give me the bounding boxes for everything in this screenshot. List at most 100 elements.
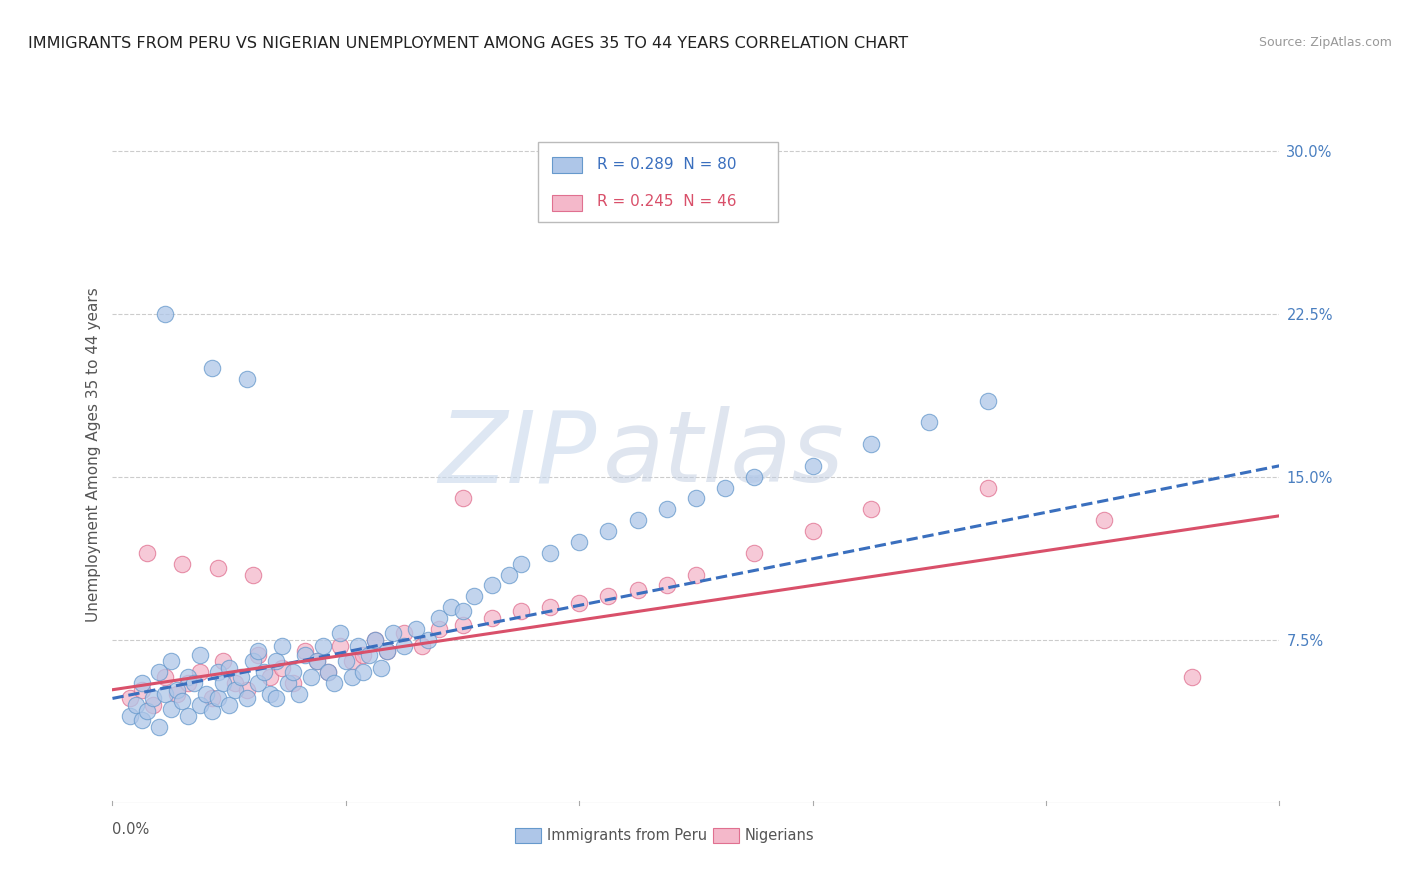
Point — [283, 676, 305, 690]
Point — [627, 513, 650, 527]
Bar — [553, 194, 582, 211]
Point — [685, 567, 707, 582]
Point — [218, 698, 240, 712]
Point — [598, 589, 620, 603]
Point — [375, 643, 398, 657]
Point — [172, 557, 194, 571]
Point — [160, 655, 183, 669]
Point — [118, 691, 141, 706]
Point — [172, 693, 194, 707]
Point — [860, 437, 883, 451]
Bar — [713, 828, 740, 843]
Point — [247, 648, 270, 662]
Point — [131, 682, 153, 697]
Point — [685, 491, 707, 506]
Point — [311, 639, 333, 653]
Point — [177, 708, 200, 723]
Text: atlas: atlas — [603, 407, 844, 503]
Point — [148, 665, 170, 680]
Point — [918, 415, 941, 429]
Point — [509, 605, 531, 619]
Point — [235, 682, 257, 697]
Point — [201, 360, 224, 375]
Point — [329, 626, 352, 640]
Point — [976, 481, 998, 495]
Point — [264, 655, 287, 669]
Point — [568, 534, 591, 549]
Point — [538, 600, 561, 615]
Point — [142, 698, 165, 712]
Point — [335, 655, 357, 669]
Point — [329, 639, 352, 653]
Point — [142, 691, 165, 706]
Point — [188, 698, 211, 712]
Point — [148, 720, 170, 734]
Point — [136, 546, 159, 560]
Point — [340, 670, 363, 684]
Point — [405, 622, 427, 636]
Point — [801, 524, 824, 538]
Point — [177, 670, 200, 684]
Point — [188, 665, 211, 680]
Bar — [515, 828, 541, 843]
Point — [598, 524, 620, 538]
Point — [201, 705, 224, 719]
Point — [131, 676, 153, 690]
Y-axis label: Unemployment Among Ages 35 to 44 years: Unemployment Among Ages 35 to 44 years — [86, 287, 101, 623]
Point — [451, 491, 474, 506]
Point — [346, 639, 368, 653]
Point — [207, 665, 229, 680]
Point — [153, 307, 176, 321]
Point — [801, 458, 824, 473]
Point — [188, 648, 211, 662]
Point — [394, 639, 416, 653]
Point — [177, 676, 200, 690]
Point — [160, 702, 183, 716]
Point — [463, 589, 485, 603]
Point — [364, 632, 387, 647]
Point — [153, 670, 176, 684]
Point — [183, 676, 205, 690]
Point — [427, 611, 450, 625]
Point — [370, 661, 392, 675]
Text: Source: ZipAtlas.com: Source: ZipAtlas.com — [1258, 36, 1392, 49]
Point — [247, 676, 270, 690]
Point — [276, 676, 298, 690]
Point — [860, 502, 883, 516]
Point — [394, 626, 416, 640]
Point — [253, 665, 276, 680]
Point — [352, 648, 374, 662]
Point — [655, 502, 678, 516]
Point — [305, 655, 328, 669]
Point — [229, 670, 252, 684]
Point — [340, 655, 363, 669]
Point — [294, 643, 316, 657]
Point — [323, 676, 346, 690]
Point — [742, 546, 765, 560]
Point — [1094, 513, 1116, 527]
Point — [440, 600, 463, 615]
Point — [270, 639, 292, 653]
Text: IMMIGRANTS FROM PERU VS NIGERIAN UNEMPLOYMENT AMONG AGES 35 TO 44 YEARS CORRELAT: IMMIGRANTS FROM PERU VS NIGERIAN UNEMPLO… — [28, 36, 908, 51]
Point — [235, 691, 257, 706]
Point — [153, 687, 176, 701]
Point — [568, 596, 591, 610]
Text: 0.0%: 0.0% — [112, 822, 149, 838]
Point — [224, 676, 246, 690]
Text: R = 0.245  N = 46: R = 0.245 N = 46 — [596, 194, 737, 210]
Point — [427, 622, 450, 636]
Point — [247, 643, 270, 657]
Point — [416, 632, 439, 647]
Point — [655, 578, 678, 592]
Point — [305, 655, 328, 669]
Text: ZIP: ZIP — [439, 407, 596, 503]
Point — [411, 639, 433, 653]
Point — [212, 676, 235, 690]
Point — [131, 713, 153, 727]
Point — [352, 665, 374, 680]
Point — [318, 665, 340, 680]
Point — [118, 708, 141, 723]
Point — [481, 578, 503, 592]
Point — [212, 655, 235, 669]
Point — [136, 705, 159, 719]
